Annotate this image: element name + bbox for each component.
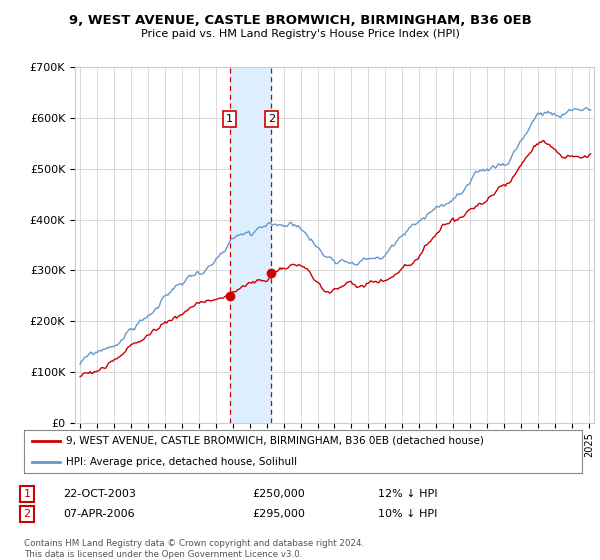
Bar	[230, 67, 271, 423]
Text: 10% ↓ HPI: 10% ↓ HPI	[378, 509, 437, 519]
Text: 2: 2	[23, 509, 31, 519]
Text: 22-OCT-2003: 22-OCT-2003	[63, 489, 136, 499]
Text: 07-APR-2006: 07-APR-2006	[63, 509, 134, 519]
Text: £250,000: £250,000	[252, 489, 305, 499]
Text: 9, WEST AVENUE, CASTLE BROMWICH, BIRMINGHAM, B36 0EB: 9, WEST AVENUE, CASTLE BROMWICH, BIRMING…	[68, 14, 532, 27]
Text: 1: 1	[226, 114, 233, 124]
Text: 1: 1	[23, 489, 31, 499]
Text: Contains HM Land Registry data © Crown copyright and database right 2024.
This d: Contains HM Land Registry data © Crown c…	[24, 539, 364, 559]
Text: HPI: Average price, detached house, Solihull: HPI: Average price, detached house, Soli…	[66, 457, 297, 467]
Text: 12% ↓ HPI: 12% ↓ HPI	[378, 489, 437, 499]
Text: £295,000: £295,000	[252, 509, 305, 519]
Text: 9, WEST AVENUE, CASTLE BROMWICH, BIRMINGHAM, B36 0EB (detached house): 9, WEST AVENUE, CASTLE BROMWICH, BIRMING…	[66, 436, 484, 446]
Text: Price paid vs. HM Land Registry's House Price Index (HPI): Price paid vs. HM Land Registry's House …	[140, 29, 460, 39]
Text: 2: 2	[268, 114, 275, 124]
